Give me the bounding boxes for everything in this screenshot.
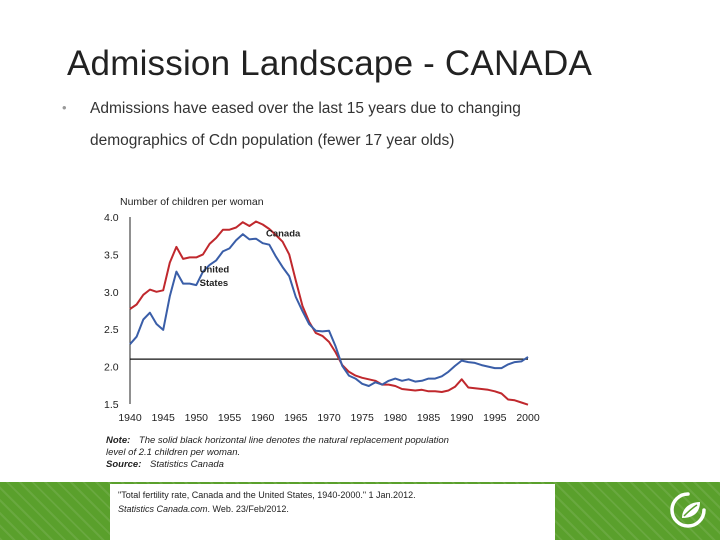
fertility-rate-chart: Number of children per woman 4.0 3.5 3.0 2.… (100, 190, 540, 472)
x-tick-label: 1960 (251, 412, 275, 424)
source-label: Source: (106, 459, 141, 470)
leaf-logo-icon (670, 492, 706, 528)
chart-note: Note: The solid black horizontal line de… (106, 435, 449, 470)
series-annotation: Canada (266, 228, 301, 239)
source-text: Statistics Canada (150, 459, 224, 470)
x-tick-label: 1990 (450, 412, 474, 424)
x-tick-label: 1995 (483, 412, 507, 424)
x-tick-label: 2000 (516, 412, 540, 424)
series-lines (129, 220, 529, 406)
x-tick-label: 1975 (350, 412, 374, 424)
series-annotation: States (200, 278, 229, 289)
x-tick-label: 1950 (185, 412, 209, 424)
note-text-2: level of 2.1 children per woman. (106, 447, 240, 458)
series-annotations: Canada United States (200, 228, 301, 288)
y-tick-label: 2.5 (104, 324, 119, 336)
x-tick-label: 1980 (384, 412, 408, 424)
bullet-text-line-2: demographics of Cdn population (fewer 17… (90, 132, 455, 149)
bullet-text-line-1: Admissions have eased over the last 15 y… (90, 100, 521, 117)
citation-line-2: Statistics Canada.com. Web. 23/Feb/2012. (118, 504, 289, 514)
y-tick-label: 1.5 (104, 399, 119, 411)
svg-text:Note: The solid black ho: Note: The solid black horizontal line de… (106, 435, 449, 446)
slide-title: Admission Landscape - CANADA (67, 44, 592, 83)
x-tick-label: 1940 (118, 412, 142, 424)
series-line-canada (129, 220, 529, 406)
citation-line-1: "Total fertility rate, Canada and the Un… (118, 490, 416, 500)
y-axis-label: Number of children per woman (120, 196, 264, 208)
x-tick-labels: 1940 1945 1950 1955 1960 1965 1970 1975 1980 1985… (118, 412, 540, 424)
note-text-1: The solid black horizontal line denotes … (139, 435, 449, 446)
bullet-icon: • (62, 100, 67, 115)
citation-date: . Web. 23/Feb/2012. (207, 504, 289, 514)
y-tick-label: 2.0 (104, 362, 119, 374)
y-tick-label: 3.0 (104, 287, 119, 299)
citation-source-italic: Statistics Canada.com (118, 504, 208, 514)
svg-text:Source: Statistics Canad: Source: Statistics Canada (106, 459, 224, 470)
x-tick-label: 1970 (317, 412, 341, 424)
y-tick-labels: 4.0 3.5 3.0 2.5 2.0 1.5 (104, 212, 119, 411)
note-label: Note: (106, 435, 130, 446)
series-line-united-states (129, 233, 529, 387)
x-tick-label: 1985 (417, 412, 441, 424)
series-annotation: United (200, 264, 230, 275)
citation-box (110, 484, 555, 540)
x-tick-label: 1955 (218, 412, 242, 424)
x-tick-label: 1965 (284, 412, 308, 424)
y-tick-label: 4.0 (104, 212, 119, 224)
x-tick-label: 1945 (151, 412, 175, 424)
y-tick-label: 3.5 (104, 249, 119, 261)
